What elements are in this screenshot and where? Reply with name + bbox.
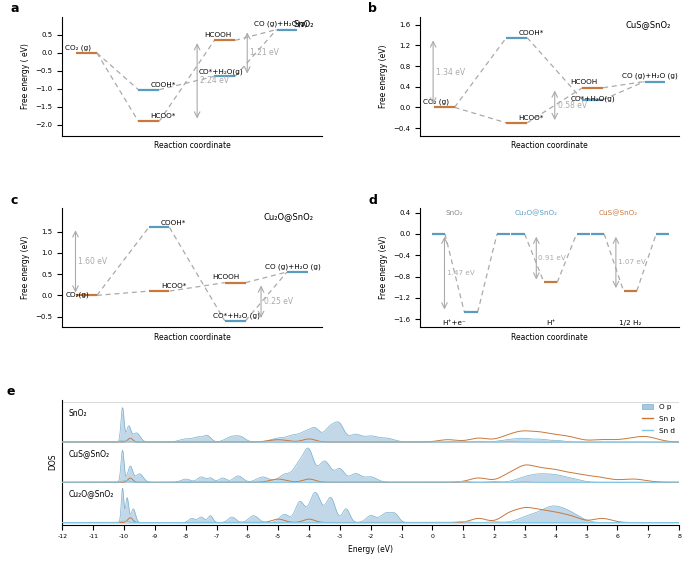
X-axis label: Reaction coordinate: Reaction coordinate <box>511 333 588 342</box>
Legend: O p, Sn p, Sn d: O p, Sn p, Sn d <box>640 401 678 437</box>
Text: COOH*: COOH* <box>150 82 176 87</box>
Text: 1/2 H₂: 1/2 H₂ <box>619 320 641 325</box>
Text: 1.21 eV: 1.21 eV <box>250 49 279 58</box>
Text: CO (g)+H₂O (g): CO (g)+H₂O (g) <box>622 72 678 79</box>
Text: CO₂ (g): CO₂ (g) <box>423 99 449 105</box>
Y-axis label: Free energy (eV): Free energy (eV) <box>21 236 30 299</box>
Text: 1.34 eV: 1.34 eV <box>436 68 465 77</box>
X-axis label: Reaction coordinate: Reaction coordinate <box>511 142 588 151</box>
Text: 0.25 eV: 0.25 eV <box>264 297 293 306</box>
Text: CuS@SnO₂: CuS@SnO₂ <box>598 210 638 216</box>
X-axis label: Reaction coordinate: Reaction coordinate <box>154 142 230 151</box>
Text: HCOO*: HCOO* <box>518 115 544 121</box>
Text: CuS@SnO₂: CuS@SnO₂ <box>69 449 109 458</box>
X-axis label: Reaction coordinate: Reaction coordinate <box>154 333 230 342</box>
Text: 1.60 eV: 1.60 eV <box>78 257 107 266</box>
Text: 2.24 eV: 2.24 eV <box>200 76 229 85</box>
Text: a: a <box>10 2 19 15</box>
Text: CuS@SnO₂: CuS@SnO₂ <box>626 20 672 29</box>
Text: 0.91 eV: 0.91 eV <box>538 255 566 261</box>
Text: CO*+H₂O(g): CO*+H₂O(g) <box>199 68 243 74</box>
Text: SnO₂: SnO₂ <box>69 409 87 418</box>
Text: HCOO*: HCOO* <box>161 283 186 289</box>
Text: CO (g)+H₂O (g): CO (g)+H₂O (g) <box>265 263 320 270</box>
Text: CO*+H₂O(g): CO*+H₂O(g) <box>570 96 615 102</box>
Text: H⁺+e⁻: H⁺+e⁻ <box>443 320 466 325</box>
Text: SnO₂: SnO₂ <box>446 210 464 216</box>
Text: Cu₂O@SnO₂: Cu₂O@SnO₂ <box>264 212 314 221</box>
Text: H⁺: H⁺ <box>546 320 555 325</box>
Text: COOH*: COOH* <box>518 30 544 36</box>
Text: SnO₂: SnO₂ <box>293 20 314 29</box>
Text: 1.47 eV: 1.47 eV <box>446 270 475 276</box>
X-axis label: Energy (eV): Energy (eV) <box>349 545 393 554</box>
Text: COOH*: COOH* <box>161 220 186 226</box>
Text: b: b <box>368 2 377 15</box>
Y-axis label: DOS: DOS <box>48 454 57 470</box>
Text: CO*+H₂O (g): CO*+H₂O (g) <box>213 312 260 319</box>
Text: HCOOH: HCOOH <box>570 79 597 85</box>
Text: CO₂ (g): CO₂ (g) <box>65 45 91 51</box>
Text: HCOO*: HCOO* <box>150 112 176 118</box>
Text: CO₂(g): CO₂(g) <box>65 292 89 298</box>
Text: Cu₂O@SnO₂: Cu₂O@SnO₂ <box>515 210 558 216</box>
Text: Cu₂O@SnO₂: Cu₂O@SnO₂ <box>69 490 114 499</box>
Y-axis label: Free energy (eV): Free energy (eV) <box>378 45 387 108</box>
Text: 1.07 eV: 1.07 eV <box>618 259 646 266</box>
Y-axis label: Free energy ( eV): Free energy ( eV) <box>21 43 30 109</box>
Text: e: e <box>7 385 15 398</box>
Y-axis label: Free energy (eV): Free energy (eV) <box>378 236 387 299</box>
Text: CO (g)+H₂O(g): CO (g)+H₂O(g) <box>254 21 308 28</box>
Text: 0.58 eV: 0.58 eV <box>557 101 587 110</box>
Text: c: c <box>10 193 18 206</box>
Text: HCOOH: HCOOH <box>213 275 240 280</box>
Text: HCOOH: HCOOH <box>204 32 231 38</box>
Text: d: d <box>368 193 377 206</box>
